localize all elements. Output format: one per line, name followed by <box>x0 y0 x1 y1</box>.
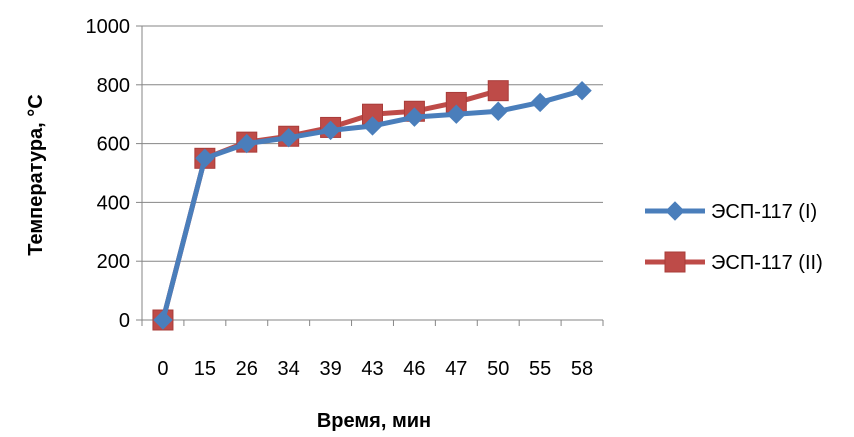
series-1 <box>153 80 592 330</box>
y-tick-label: 0 <box>119 310 130 332</box>
data-point <box>530 92 550 113</box>
data-point <box>488 101 508 121</box>
legend-marker <box>664 251 686 273</box>
y-tick-label: 400 <box>97 192 130 214</box>
x-tick-label: 50 <box>487 358 509 380</box>
x-tick-label: 15 <box>194 358 216 380</box>
y-axis-title: Температура, °С <box>25 94 47 255</box>
data-point <box>195 148 215 169</box>
x-tick-label: 0 <box>157 358 168 380</box>
x-tick-label: 43 <box>361 358 383 380</box>
data-point <box>362 116 383 136</box>
data-point <box>404 107 425 127</box>
y-tick-label: 200 <box>97 251 130 273</box>
y-tick-label: 1000 <box>86 16 131 38</box>
x-axis-title: Время, мин <box>317 410 431 432</box>
legend-label: ЭСП-117 (I) <box>711 201 817 223</box>
axes: 0 200 400 600 800 1000 0 15 26 34 39 43 46 47 50 55 58 <box>86 16 604 380</box>
legend-label: ЭСП-117 (II) <box>711 252 823 274</box>
x-tick-label: 58 <box>571 358 593 380</box>
data-point <box>153 310 173 330</box>
data-point <box>278 128 299 148</box>
series <box>152 80 592 331</box>
x-tick-label: 34 <box>278 358 300 380</box>
y-tick-label: 800 <box>97 75 130 97</box>
x-tick-label: 26 <box>236 358 258 380</box>
legend: ЭСП-117 (I) ЭСП-117 (II) <box>645 201 823 274</box>
legend-marker <box>665 201 685 221</box>
legend-item-1: ЭСП-117 (I) <box>645 201 817 223</box>
data-point <box>572 80 592 101</box>
x-tick-label: 39 <box>319 358 341 380</box>
x-tick-label: 55 <box>529 358 551 380</box>
y-tick-label: 600 <box>97 134 130 156</box>
data-point <box>487 80 509 102</box>
legend-item-2: ЭСП-117 (II) <box>645 251 823 274</box>
data-point <box>237 133 257 154</box>
data-point <box>446 104 467 124</box>
grid <box>142 25 603 262</box>
data-point <box>320 120 341 141</box>
x-tick-label: 47 <box>445 358 467 380</box>
x-tick-label: 46 <box>403 358 425 380</box>
